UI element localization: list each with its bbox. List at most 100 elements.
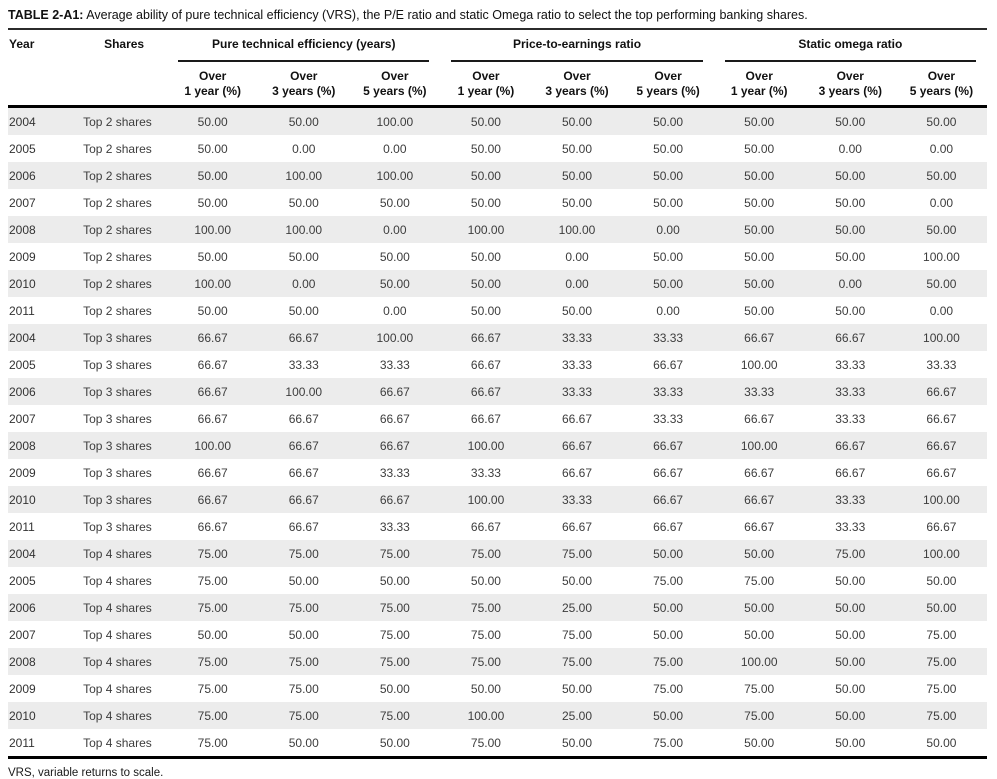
value-cell: 66.67 <box>379 385 410 399</box>
value-cell: 50.00 <box>744 277 775 291</box>
col-header-omega-over-3-years: Over 3 years (%) <box>804 62 896 108</box>
table-row: 2004 Top 4 shares 75.00 75.00 75.00 75.00 75.0… <box>8 540 987 567</box>
table-title-label: TABLE 2-A1: <box>8 8 84 22</box>
value-cell: 66.67 <box>470 412 501 426</box>
value-cell: 75.00 <box>288 601 319 615</box>
value-cell: 75.00 <box>288 655 319 669</box>
shares-cell: Top 4 shares <box>83 655 152 669</box>
value-cell: 75.00 <box>197 682 228 696</box>
table-row: 2011 Top 2 shares 50.00 50.00 0.00 50.00 50.00… <box>8 297 987 324</box>
value-cell: 50.00 <box>197 250 228 264</box>
value-cell: 33.33 <box>561 493 593 507</box>
value-cell: 75.00 <box>197 709 228 723</box>
table-row: 2010 Top 2 shares 100.00 0.00 50.00 50.00 0.00… <box>8 270 987 297</box>
value-cell: 0.00 <box>929 142 954 156</box>
value-cell: 33.33 <box>288 358 319 372</box>
value-cell: 50.00 <box>835 736 866 750</box>
value-cell: 50.00 <box>197 304 228 318</box>
value-cell: 50.00 <box>470 115 501 129</box>
value-cell: 50.00 <box>926 169 957 183</box>
shares-cell: Top 3 shares <box>83 358 152 372</box>
shares-cell: Top 3 shares <box>83 439 152 453</box>
year-cell: 2006 <box>9 169 36 183</box>
value-cell: 50.00 <box>835 250 866 264</box>
value-cell: 75.00 <box>653 682 684 696</box>
value-cell: 33.33 <box>561 331 593 345</box>
table-header: Year Shares Pure technical efficiency (y… <box>8 30 987 108</box>
value-cell: 33.33 <box>653 385 684 399</box>
shares-cell: Top 3 shares <box>83 466 152 480</box>
shares-cell: Top 4 shares <box>83 628 152 642</box>
year-cell: 2007 <box>9 196 36 210</box>
shares-cell: Top 4 shares <box>83 574 152 588</box>
value-cell: 50.00 <box>197 628 228 642</box>
col-header-year: Year <box>8 30 82 108</box>
value-cell: 66.67 <box>561 439 593 453</box>
value-cell: 75.00 <box>653 574 684 588</box>
value-cell: 33.33 <box>379 358 410 372</box>
value-cell: 66.67 <box>197 331 228 345</box>
value-cell: 33.33 <box>561 385 593 399</box>
col-header-omega-over-5-years: Over 5 years (%) <box>895 62 987 108</box>
value-cell: 100.00 <box>376 115 414 129</box>
value-cell: 50.00 <box>561 682 593 696</box>
year-cell: 2008 <box>9 439 36 453</box>
value-cell: 50.00 <box>379 250 410 264</box>
value-cell: 50.00 <box>470 196 501 210</box>
value-cell: 33.33 <box>653 331 684 345</box>
value-cell: 50.00 <box>744 250 775 264</box>
value-cell: 66.67 <box>379 493 410 507</box>
value-cell: 33.33 <box>653 412 684 426</box>
table-row: 2006 Top 4 shares 75.00 75.00 75.00 75.00 25.0… <box>8 594 987 621</box>
value-cell: 100.00 <box>285 385 323 399</box>
value-cell: 50.00 <box>926 115 957 129</box>
value-cell: 100.00 <box>467 439 505 453</box>
value-cell: 50.00 <box>288 736 319 750</box>
value-cell: 0.00 <box>656 304 680 318</box>
value-cell: 75.00 <box>379 547 410 561</box>
col-header-omega-over-1-year: Over 1 year (%) <box>713 62 805 108</box>
table-row: 2005 Top 3 shares 66.67 33.33 33.33 66.67 33.3… <box>8 351 987 378</box>
value-cell: 75.00 <box>470 547 501 561</box>
value-cell: 50.00 <box>744 601 775 615</box>
value-cell: 50.00 <box>744 223 775 237</box>
value-cell: 75.00 <box>744 682 775 696</box>
year-cell: 2005 <box>9 574 36 588</box>
col-header-pte-over-1-year: Over 1 year (%) <box>167 62 259 108</box>
col-group-static-omega-label: Static omega ratio <box>724 37 976 62</box>
value-cell: 50.00 <box>197 115 228 129</box>
year-cell: 2009 <box>9 682 36 696</box>
value-cell: 75.00 <box>926 655 957 669</box>
value-cell: 50.00 <box>926 223 957 237</box>
value-cell: 50.00 <box>288 628 319 642</box>
value-cell: 75.00 <box>197 736 228 750</box>
value-cell: 50.00 <box>288 250 319 264</box>
value-cell: 100.00 <box>740 439 778 453</box>
value-cell: 100.00 <box>740 358 778 372</box>
value-cell: 0.00 <box>292 142 316 156</box>
value-cell: 50.00 <box>561 142 593 156</box>
table-row: 2008 Top 3 shares 100.00 66.67 66.67 100.00 66… <box>8 432 987 459</box>
value-cell: 66.67 <box>653 520 684 534</box>
value-cell: 75.00 <box>197 655 228 669</box>
shares-cell: Top 2 shares <box>83 169 152 183</box>
value-cell: 50.00 <box>470 574 501 588</box>
year-cell: 2006 <box>9 385 36 399</box>
table-row: 2005 Top 2 shares 50.00 0.00 0.00 50.00 50.00 5… <box>8 135 987 162</box>
value-cell: 66.67 <box>288 412 319 426</box>
table-row: 2009 Top 2 shares 50.00 50.00 50.00 50.00 0.00… <box>8 243 987 270</box>
value-cell: 50.00 <box>653 277 684 291</box>
value-cell: 0.00 <box>383 142 407 156</box>
value-cell: 100.00 <box>923 250 960 264</box>
value-cell: 50.00 <box>926 574 957 588</box>
value-cell: 0.00 <box>383 304 407 318</box>
value-cell: 66.67 <box>470 358 501 372</box>
col-header-pte-over-5-years: Over 5 years (%) <box>349 62 441 108</box>
table-row: 2005 Top 4 shares 75.00 50.00 50.00 50.00 50.0… <box>8 567 987 594</box>
shares-cell: Top 3 shares <box>83 331 152 345</box>
value-cell: 75.00 <box>470 601 501 615</box>
year-cell: 2008 <box>9 223 36 237</box>
value-cell: 50.00 <box>926 601 957 615</box>
value-cell: 75.00 <box>470 736 501 750</box>
